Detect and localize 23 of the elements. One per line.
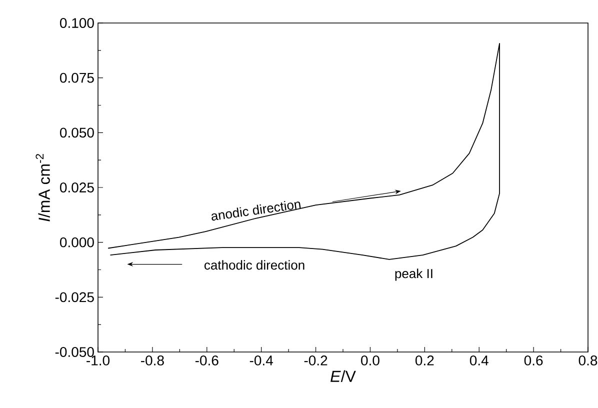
- annotation: cathodic direction: [204, 260, 304, 270]
- annotation: anodic direction: [212, 200, 301, 221]
- y-tick-label: -0.050: [55, 347, 94, 357]
- x-tick-label: 0.8: [578, 356, 598, 366]
- y-tick-label: 0.075: [60, 72, 94, 83]
- x-tick-label: -0.2: [304, 356, 328, 366]
- x-tick-label: 0.4: [470, 356, 488, 366]
- line-series: [108, 42, 500, 260]
- x-tick-label: -1.0: [86, 356, 110, 366]
- y-tick-label: -0.025: [55, 292, 94, 302]
- x-tick-label: -0.6: [195, 356, 218, 366]
- y-tick-label: 0.100: [60, 18, 94, 28]
- x-axis-title: E/V: [330, 370, 356, 382]
- y-tick-label: 0.050: [60, 128, 94, 138]
- x-tick-label: 0.2: [415, 356, 434, 366]
- y-tick-label: 0.000: [60, 237, 94, 248]
- y-tick-label: 0.025: [60, 182, 94, 192]
- x-tick-label: 0.0: [361, 356, 380, 366]
- x-tick-label: -0.4: [250, 356, 273, 366]
- x-tick-label: 0.6: [524, 356, 543, 366]
- annotation: peak II: [395, 268, 432, 281]
- x-tick-label: -0.8: [141, 356, 164, 366]
- y-axis-title: I/mA cm$^{-2}$: [36, 154, 50, 222]
